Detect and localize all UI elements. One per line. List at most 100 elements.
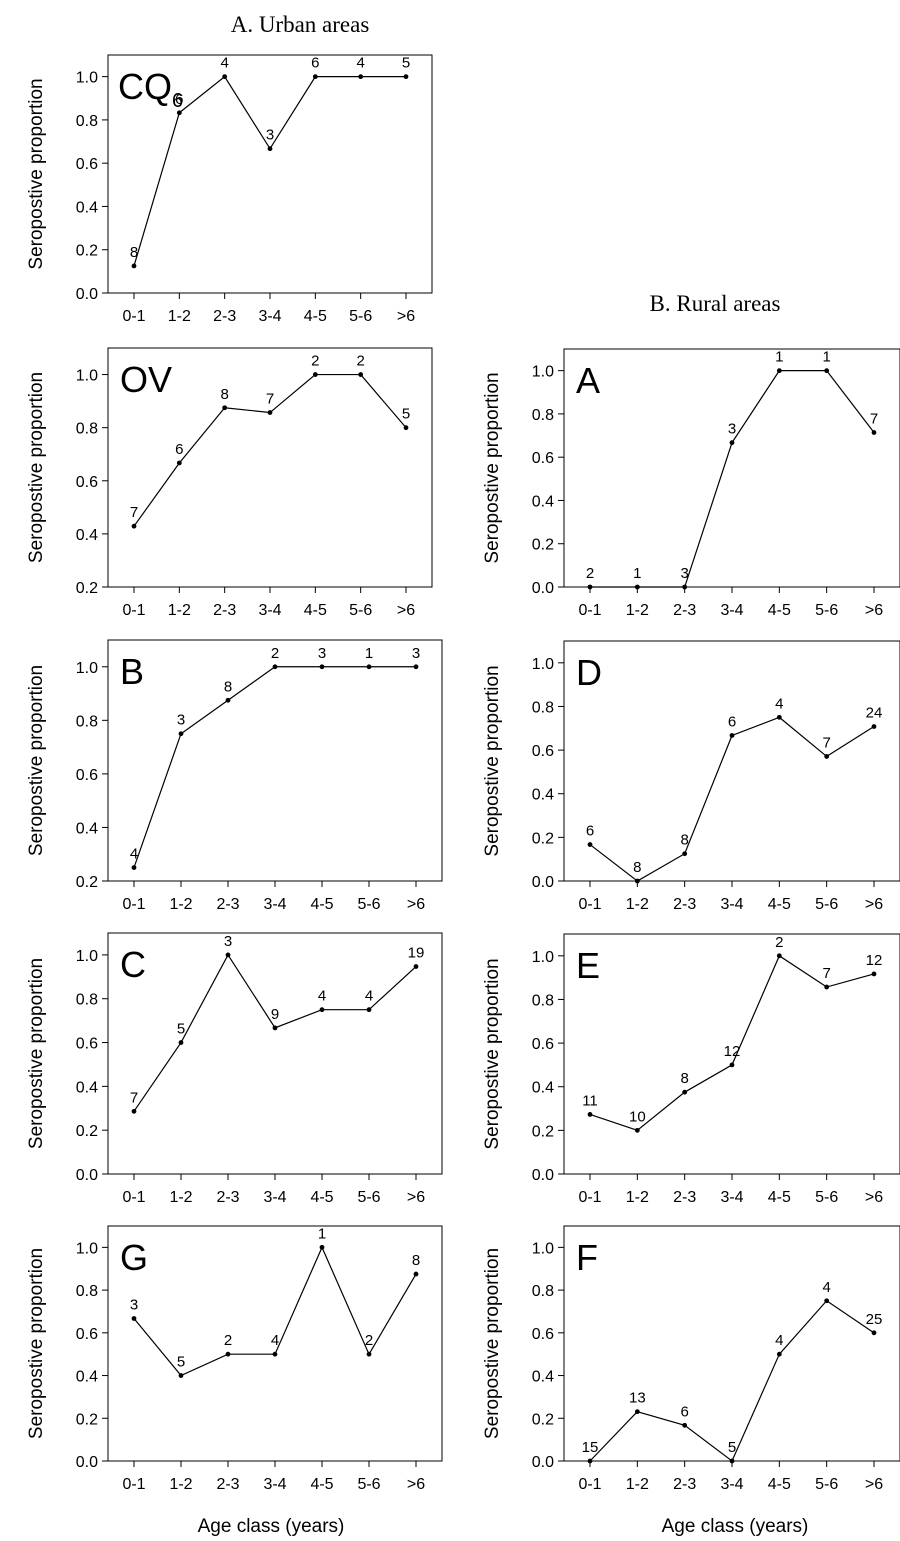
data-point [824,984,830,990]
sample-size-label: 4 [271,1332,279,1349]
sample-size-label: 4 [365,988,373,1005]
data-point [319,1007,325,1013]
sample-size-label: 3 [318,645,326,662]
x-tick-label: >6 [865,1189,883,1206]
data-point [131,263,137,269]
data-point [824,1298,830,1304]
panel-label: F [576,1237,598,1278]
sample-size-label: 7 [266,391,274,408]
plot-frame [107,639,443,882]
x-tick-label: 4-5 [310,1476,333,1493]
sample-size-label: 9 [271,1006,279,1023]
y-tick-label: 0.4 [532,1369,554,1386]
panel-rural-e: 0.0 0.2 0.4 0.6 0.8 1.0 0-1 1-2 2-3 3-4 4-5 5-6 >6 Se… [482,933,900,1206]
y-tick-label: 0.2 [76,874,98,891]
y-tick-label: 0.2 [532,1123,554,1140]
plot-frame [563,640,900,882]
sample-size-label: 5 [402,55,410,72]
x-tick-label: 1-2 [626,1189,649,1206]
x-tick-label: 5-6 [815,1476,838,1493]
sample-size-label: 13 [629,1390,646,1407]
data-point [587,842,593,847]
sample-size-label: 7 [822,965,830,982]
x-tick-label: 1-2 [169,1189,192,1206]
sample-size-label: 3 [412,645,420,662]
x-tick-label: 0-1 [578,1476,601,1493]
x-tick-label: 1-2 [169,1476,192,1493]
y-tick-label: 0.4 [76,527,98,544]
data-point [729,1458,735,1464]
y-tick-label: 1.0 [532,364,554,381]
sample-size-label: 4 [775,1332,783,1349]
x-tick-label: 1-2 [626,896,649,913]
panel-label: C [120,944,146,985]
data-point [729,1062,735,1068]
plot-frame [563,1225,900,1462]
data-point [729,733,735,738]
data-point [312,74,318,80]
x-tick-label: 3-4 [720,1476,743,1493]
y-tick-label: 1.0 [532,949,554,966]
x-tick-label: 4-5 [310,1189,333,1206]
data-point [413,664,419,670]
data-point [403,74,409,80]
y-tick-label: 0.4 [532,493,554,510]
heading-urban: A. Urban areas [231,12,370,37]
sample-size-label: 3 [680,565,688,582]
series-line [133,666,416,868]
y-tick-label: 0.6 [76,1036,98,1053]
x-tick-label: 1-2 [626,1476,649,1493]
x-tick-label: >6 [397,602,415,619]
series-line [589,1299,875,1462]
sample-size-label: 10 [629,1108,646,1125]
sample-size-label: 3 [130,1297,138,1314]
data-point [824,754,830,759]
sample-size-label: 4 [318,988,326,1005]
sample-size-label: 4 [356,55,364,72]
sample-size-label: 1 [365,645,373,662]
series-line [589,716,875,882]
sample-size-label: 6 [728,713,736,730]
data-point [682,1422,688,1428]
panels: 0.0 0.2 0.4 0.6 0.8 1.0 0-1 1-2 2-3 3-4 4-5 5-6 >6 Se… [26,54,900,1493]
panel-urban-c: 0.0 0.2 0.4 0.6 0.8 1.0 0-1 1-2 2-3 3-4 4-5 5-6 >6 Se… [26,932,443,1206]
data-point [366,1351,372,1357]
x-tick-label: 2-3 [673,602,696,619]
x-tick-label: >6 [407,896,425,913]
x-tick-label: 3-4 [720,602,743,619]
sample-size-label: 11 [582,1092,598,1109]
sample-size-label: 4 [220,55,228,72]
data-point [413,964,419,969]
data-point [824,368,830,374]
panel-urban-g: 0.0 0.2 0.4 0.6 0.8 1.0 0-1 1-2 2-3 3-4 4-5 5-6 >6 Se… [26,1225,443,1493]
x-tick-label: 4-5 [304,602,327,619]
y-tick-label: 0.4 [76,1369,98,1386]
panel-rural-f: 0.0 0.2 0.4 0.6 0.8 1.0 0-1 1-2 2-3 3-4 4-5 5-6 >6 Se… [482,1225,900,1493]
x-tick-label: 4-5 [768,1476,791,1493]
y-tick-label: 0.2 [532,537,554,554]
x-tick-label: 1-2 [626,602,649,619]
sample-size-label: 19 [408,945,425,962]
sample-size-label: 1 [775,349,783,366]
sample-size-label: 3 [224,933,232,950]
panel-rural-a: 0.0 0.2 0.4 0.6 0.8 1.0 0-1 1-2 2-3 3-4 4-5 5-6 >6 Se… [482,348,900,619]
x-tick-label: >6 [865,602,883,619]
sample-size-label: 6 [175,91,183,108]
data-point [587,584,593,590]
x-tick-label: 5-6 [357,1476,380,1493]
data-point [366,664,372,670]
panel-urban-ov: 0.2 0.4 0.6 0.8 1.0 0-1 1-2 2-3 3-4 4-5 5-6 >6 Serop… [26,347,433,619]
sample-size-label: 7 [870,411,878,428]
x-tick-label: >6 [865,896,883,913]
x-tick-label: 5-6 [349,308,372,325]
data-point [358,372,364,377]
sample-size-label: 5 [728,1439,736,1456]
x-tick-label: 4-5 [768,896,791,913]
x-tick-label: 0-1 [122,602,145,619]
x-tick-label: 2-3 [673,1476,696,1493]
x-tick-label: 5-6 [349,602,372,619]
y-tick-label: 0.6 [532,1036,554,1053]
x-tick-label: 2-3 [216,1189,239,1206]
data-point [267,146,273,152]
y-tick-label: 0.2 [76,580,98,597]
